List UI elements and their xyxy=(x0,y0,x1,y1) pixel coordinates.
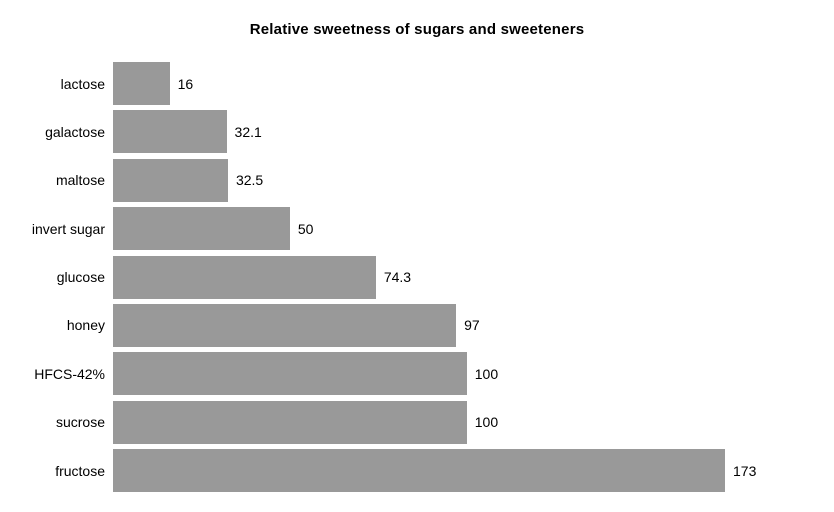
bar xyxy=(113,158,228,202)
bar-row: maltose 32.5 xyxy=(0,158,834,202)
category-label: galactose xyxy=(45,123,105,140)
value-label: 100 xyxy=(474,414,499,431)
value-label: 100 xyxy=(474,365,499,382)
bar-track: 16 xyxy=(113,62,834,105)
bar xyxy=(113,352,467,396)
bar xyxy=(113,62,170,105)
bar-track: 50 xyxy=(113,207,834,251)
bar-track: 97 xyxy=(113,303,834,347)
value-label: 32.1 xyxy=(234,123,262,140)
bar-row: galactose 32.1 xyxy=(0,110,834,154)
bar-row: HFCS-42% 100 xyxy=(0,352,834,396)
bar-track: 74.3 xyxy=(113,255,834,299)
chart-title: Relative sweetness of sugars and sweeten… xyxy=(249,21,585,38)
chart-rows: lactose 16 galactose 32.1 maltose 32.5 invert … xyxy=(0,62,834,493)
value-label: 173 xyxy=(733,462,757,479)
bar xyxy=(113,110,227,154)
bar-track: 32.1 xyxy=(113,110,834,154)
bar-row: glucose 74.3 xyxy=(0,255,834,299)
value-label: 97 xyxy=(464,317,480,334)
bar-row: sucrose 100 xyxy=(0,400,834,444)
value-label: 32.5 xyxy=(235,172,264,189)
bar xyxy=(113,207,290,251)
bar-track: 173 xyxy=(113,449,834,493)
bar-track: 32.5 xyxy=(113,158,834,202)
category-label: maltose xyxy=(55,172,105,189)
bar-track: 100 xyxy=(113,400,834,444)
bar-track: 100 xyxy=(113,352,834,396)
category-label: sucrose xyxy=(55,414,105,431)
category-label: glucose xyxy=(56,269,105,286)
bar-row: lactose 16 xyxy=(0,62,834,105)
value-label: 74.3 xyxy=(383,269,412,286)
bar-row: honey 97 xyxy=(0,303,834,347)
bar xyxy=(113,303,457,347)
value-label: 50 xyxy=(297,220,314,237)
category-label: lactose xyxy=(60,75,105,92)
bar-row: invert sugar 50 xyxy=(0,207,834,251)
bar xyxy=(113,449,725,493)
category-label: fructose xyxy=(55,462,105,479)
category-label: HFCS-42% xyxy=(34,365,105,382)
value-label: 16 xyxy=(177,75,194,92)
category-label: honey xyxy=(66,317,105,334)
category-label: invert sugar xyxy=(31,220,105,237)
bar xyxy=(113,400,467,444)
bar-row: fructose 173 xyxy=(0,449,834,493)
bar xyxy=(113,255,376,299)
